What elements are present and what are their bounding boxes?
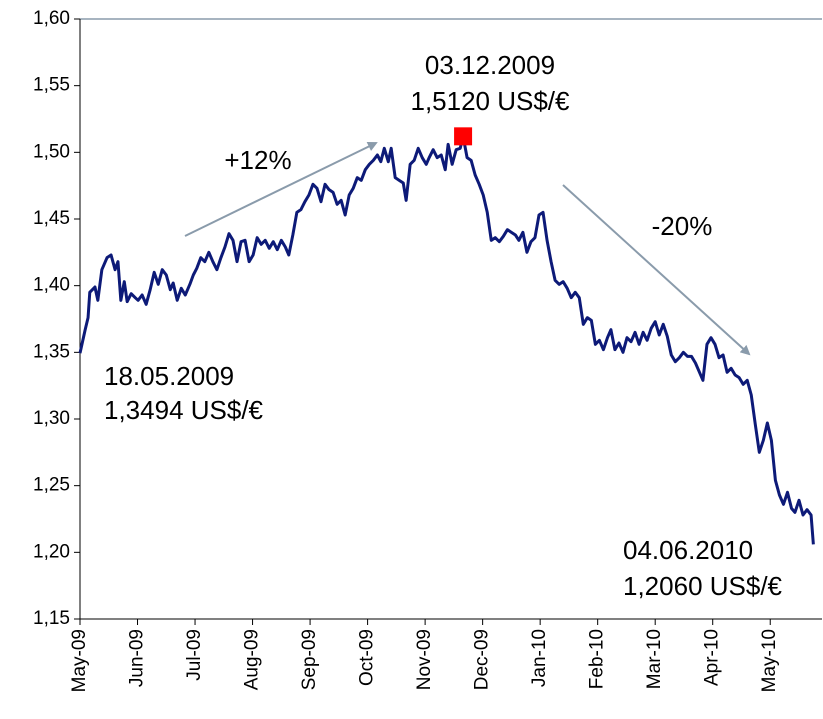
x-tick-label: Apr-10 bbox=[702, 629, 723, 686]
annotation: +12% bbox=[224, 145, 291, 175]
y-tick-label: 1,15 bbox=[33, 608, 70, 629]
y-tick-label: 1,30 bbox=[33, 408, 70, 429]
y-tick-label: 1,40 bbox=[33, 275, 70, 296]
annotation: 04.06.2010 bbox=[623, 535, 753, 565]
y-tick-label: 1,50 bbox=[33, 141, 70, 162]
peak-marker bbox=[454, 127, 473, 146]
x-tick-label: Nov-09 bbox=[414, 629, 435, 690]
annotation: 1,3494 US$/€ bbox=[104, 395, 264, 425]
x-tick-label: Oct-09 bbox=[357, 629, 378, 686]
x-tick-label: Sep-09 bbox=[299, 629, 320, 690]
arrow-up bbox=[184, 142, 378, 237]
y-tick-label: 1,35 bbox=[33, 341, 70, 362]
annotation: 1,5120 US$/€ bbox=[410, 86, 570, 116]
arrow-down bbox=[562, 184, 751, 356]
x-tick-label: Feb-10 bbox=[587, 629, 608, 689]
x-tick-label: Jul-09 bbox=[184, 629, 205, 681]
annotation: 1,2060 US$/€ bbox=[623, 571, 783, 601]
x-tick-label: May-09 bbox=[69, 629, 90, 692]
x-tick-label: Jan-10 bbox=[529, 629, 550, 687]
y-tick-label: 1,25 bbox=[33, 475, 70, 496]
annotation: 18.05.2009 bbox=[104, 361, 234, 391]
y-tick-label: 1,55 bbox=[33, 75, 70, 96]
x-tick-label: Dec-09 bbox=[472, 629, 493, 690]
line bbox=[78, 134, 815, 545]
annotation: 03.12.2009 bbox=[425, 50, 555, 80]
annotation: -20% bbox=[652, 211, 713, 241]
x-tick-label: Aug-09 bbox=[242, 629, 263, 690]
x-tick-label: May-10 bbox=[759, 629, 780, 692]
y-tick-label: 1,60 bbox=[33, 8, 70, 29]
x-tick-label: Mar-10 bbox=[644, 629, 665, 689]
y-tick-label: 1,45 bbox=[33, 208, 70, 229]
y-tick-label: 1,20 bbox=[33, 541, 70, 562]
x-tick-label: Jun-09 bbox=[127, 629, 148, 687]
